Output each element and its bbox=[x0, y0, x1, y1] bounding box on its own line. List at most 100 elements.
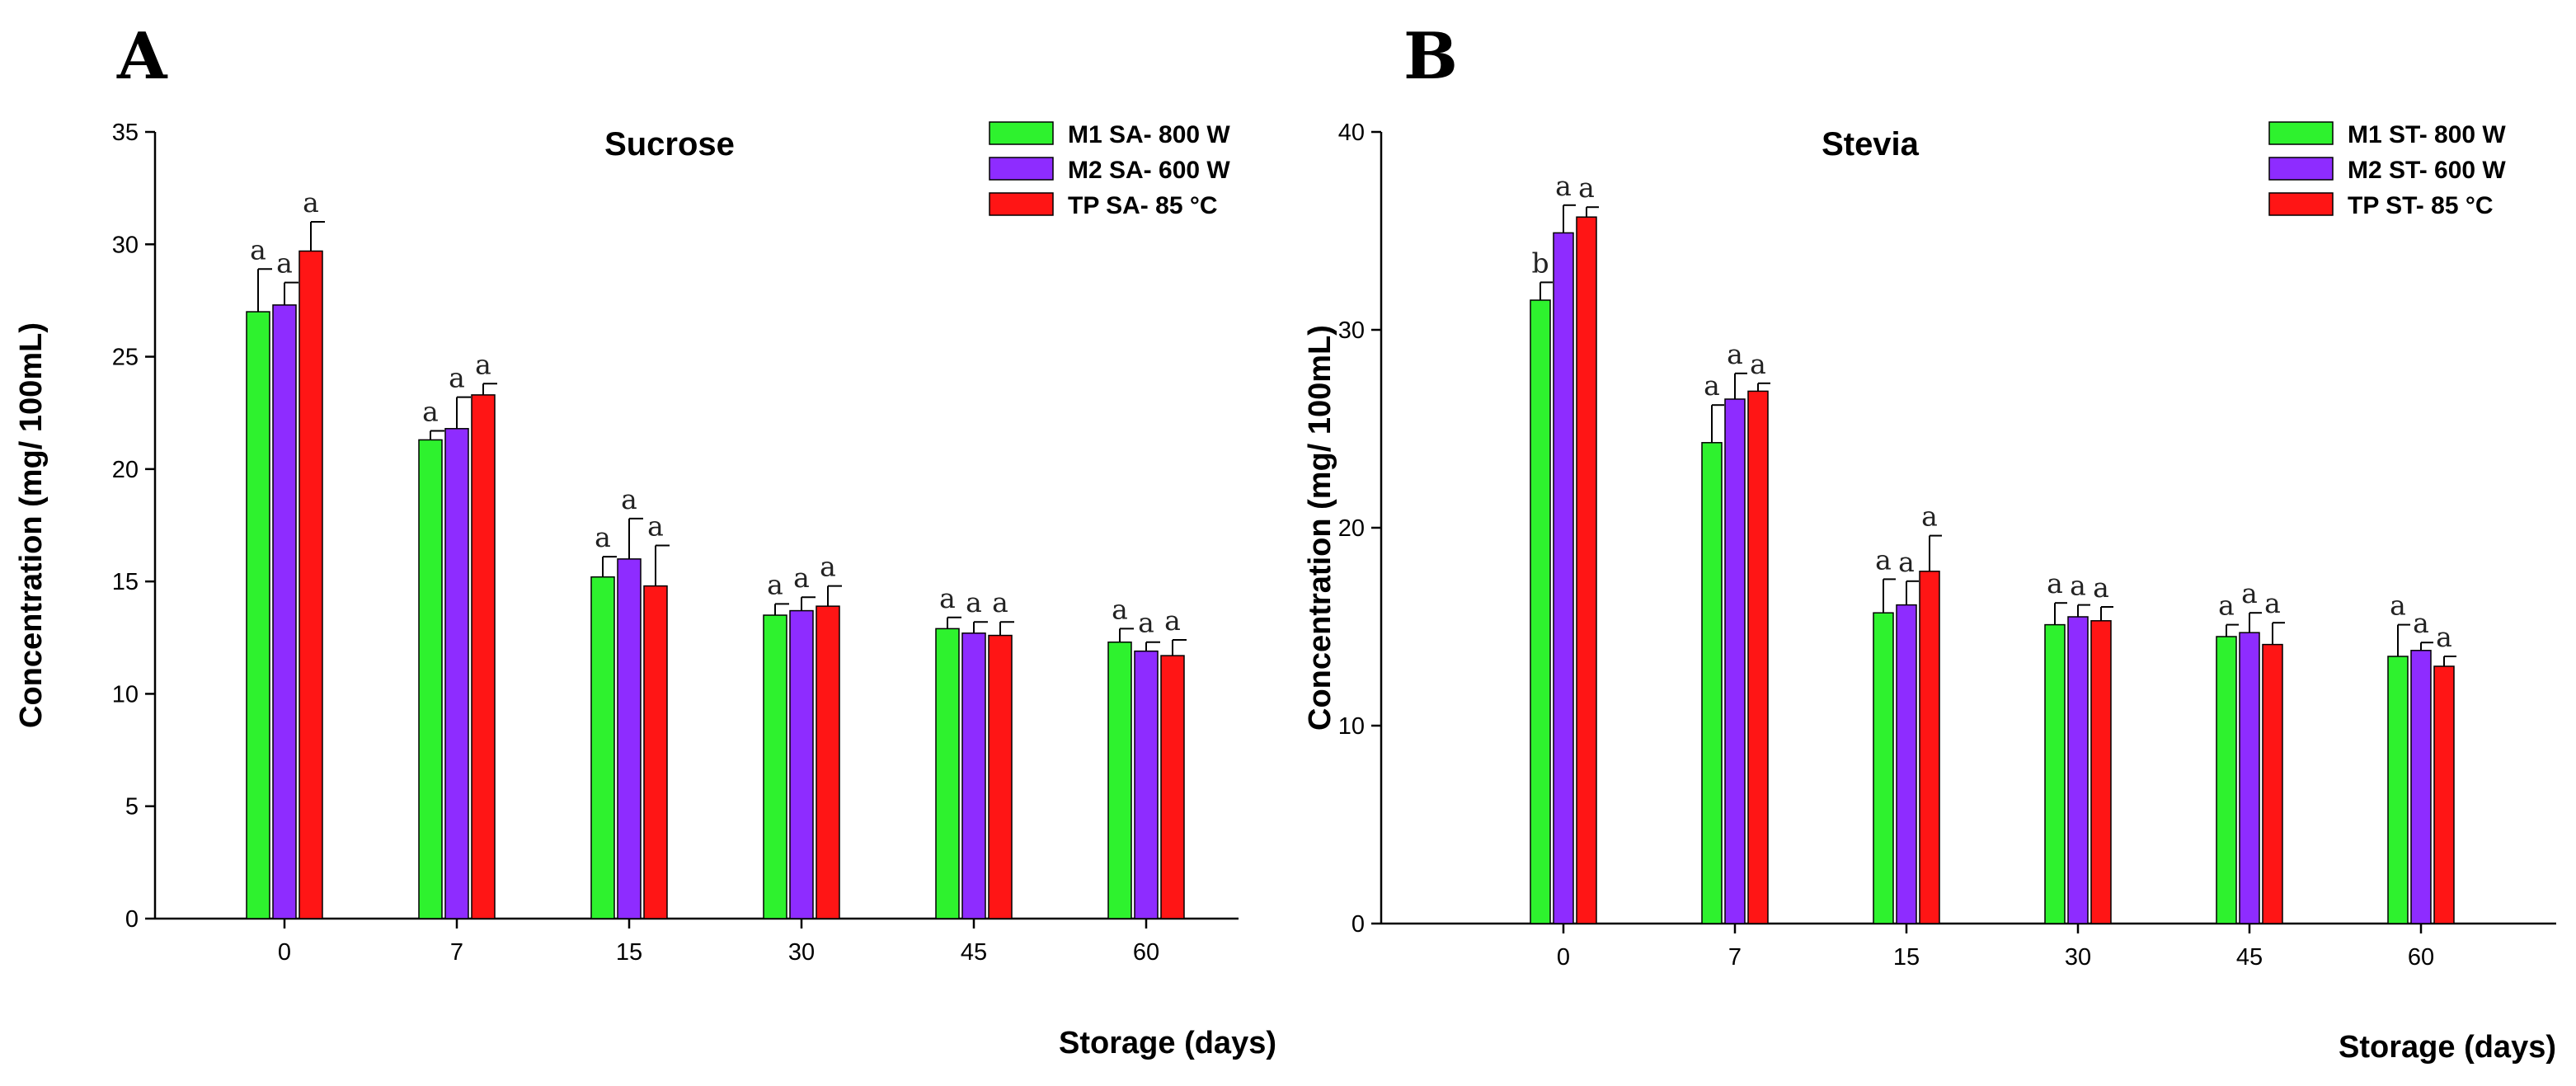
x-tick-label: 30 bbox=[2065, 944, 2091, 971]
legend-label: M1 SA- 800 W bbox=[1068, 121, 1230, 148]
significance-label: a bbox=[2413, 607, 2429, 639]
bar bbox=[988, 634, 1013, 919]
bar bbox=[763, 614, 787, 919]
legend-label: TP SA- 85 °C bbox=[1068, 192, 1218, 219]
x-axis-title: Storage (days) bbox=[2339, 1030, 2556, 1065]
significance-label: a bbox=[1921, 501, 1938, 533]
x-tick-label: 60 bbox=[2408, 944, 2434, 971]
y-axis-title: Concentration (mg/ 100mL) bbox=[14, 322, 49, 728]
x-tick-label: 15 bbox=[1893, 944, 1920, 971]
y-tick-label: 10 bbox=[1338, 713, 1365, 740]
bar bbox=[2387, 656, 2409, 924]
bar bbox=[1134, 650, 1159, 919]
significance-label: a bbox=[2093, 571, 2109, 604]
panel-letter: A bbox=[116, 19, 168, 94]
significance-label: a bbox=[1875, 543, 1892, 576]
x-tick-label: 7 bbox=[450, 939, 463, 966]
x-tick-label: 0 bbox=[1557, 944, 1570, 971]
bar bbox=[1160, 655, 1185, 919]
bar bbox=[617, 558, 642, 919]
significance-label: a bbox=[1704, 369, 1720, 402]
significance-label: a bbox=[647, 510, 664, 543]
significance-label: a bbox=[767, 568, 783, 600]
bar bbox=[2262, 643, 2283, 924]
bar bbox=[2216, 636, 2237, 924]
legend-swatch bbox=[989, 157, 1054, 181]
significance-label: a bbox=[2390, 590, 2406, 622]
y-tick-label: 20 bbox=[1338, 515, 1365, 542]
panel-b-stevia-chart: B Stevia 0 10 20 30 40 Concentration (mg/ 100m… bbox=[1303, 19, 2556, 1065]
y-tick-label: 20 bbox=[112, 457, 139, 483]
significance-label: a bbox=[2264, 587, 2281, 619]
bar bbox=[2433, 665, 2455, 924]
significance-label: a bbox=[303, 186, 319, 219]
significance-label: a bbox=[1555, 170, 1572, 202]
significance-label: a bbox=[2241, 577, 2258, 609]
bar bbox=[789, 609, 814, 919]
legend-swatch bbox=[2268, 192, 2334, 216]
y-tick-label: 35 bbox=[112, 120, 139, 146]
bar bbox=[2410, 650, 2432, 924]
bar bbox=[2044, 623, 2066, 924]
significance-label: a bbox=[449, 362, 465, 394]
significance-label: a bbox=[595, 521, 611, 553]
bar bbox=[471, 394, 496, 919]
bar bbox=[1107, 641, 1132, 919]
bar bbox=[2239, 632, 2260, 924]
significance-label: a bbox=[276, 247, 293, 280]
significance-label: a bbox=[2436, 621, 2452, 653]
legend-swatch bbox=[989, 192, 1054, 216]
y-tick-label: 30 bbox=[1338, 317, 1365, 344]
bar bbox=[1553, 232, 1574, 924]
significance-label: a bbox=[250, 233, 266, 266]
significance-label: a bbox=[820, 551, 836, 583]
bar bbox=[1873, 612, 1894, 924]
significance-label: a bbox=[992, 586, 1008, 618]
significance-label: a bbox=[793, 562, 810, 594]
bar bbox=[1919, 571, 1940, 924]
significance-label: a bbox=[1750, 348, 1766, 380]
x-axis-title: Storage (days) bbox=[1059, 1026, 1276, 1060]
significance-label: a bbox=[621, 483, 637, 515]
significance-label: a bbox=[966, 586, 982, 618]
significance-label: a bbox=[1138, 607, 1154, 639]
bar bbox=[2067, 616, 2089, 924]
bar bbox=[935, 628, 960, 919]
chart-title: Stevia bbox=[1822, 126, 1920, 162]
panel-letter: B bbox=[1403, 19, 1458, 94]
bar bbox=[590, 576, 615, 919]
legend-swatch bbox=[2268, 157, 2334, 181]
bar bbox=[1896, 604, 1917, 924]
significance-label: a bbox=[2218, 590, 2235, 622]
significance-label: a bbox=[1898, 546, 1915, 578]
y-tick-label: 25 bbox=[112, 345, 139, 371]
significance-label: a bbox=[2070, 570, 2086, 602]
x-tick-label: 7 bbox=[1728, 944, 1742, 971]
y-tick-label: 15 bbox=[112, 569, 139, 595]
bar bbox=[246, 311, 270, 919]
significance-label: b bbox=[1531, 247, 1549, 279]
bar bbox=[418, 439, 443, 919]
bar bbox=[643, 585, 668, 919]
y-tick-label: 10 bbox=[112, 681, 139, 708]
significance-label: a bbox=[1112, 593, 1128, 625]
y-tick-label: 30 bbox=[112, 232, 139, 258]
x-tick-label: 45 bbox=[961, 939, 987, 966]
x-tick-label: 30 bbox=[788, 939, 815, 966]
y-tick-label: 0 bbox=[125, 906, 139, 933]
significance-label: a bbox=[1578, 172, 1595, 204]
y-tick-label: 0 bbox=[1351, 911, 1365, 938]
significance-label: a bbox=[2047, 567, 2063, 599]
y-axis-title: Concentration (mg/ 100mL) bbox=[1303, 325, 1337, 731]
bar bbox=[2090, 620, 2112, 924]
x-tick-label: 15 bbox=[616, 939, 642, 966]
x-tick-label: 60 bbox=[1133, 939, 1159, 966]
bar bbox=[1576, 216, 1597, 924]
legend-swatch bbox=[2268, 121, 2334, 145]
bar bbox=[444, 428, 469, 919]
bar bbox=[1530, 299, 1551, 924]
y-tick-label: 40 bbox=[1338, 120, 1365, 146]
bar bbox=[1747, 390, 1769, 924]
legend-label: M1 ST- 800 W bbox=[2348, 121, 2506, 148]
